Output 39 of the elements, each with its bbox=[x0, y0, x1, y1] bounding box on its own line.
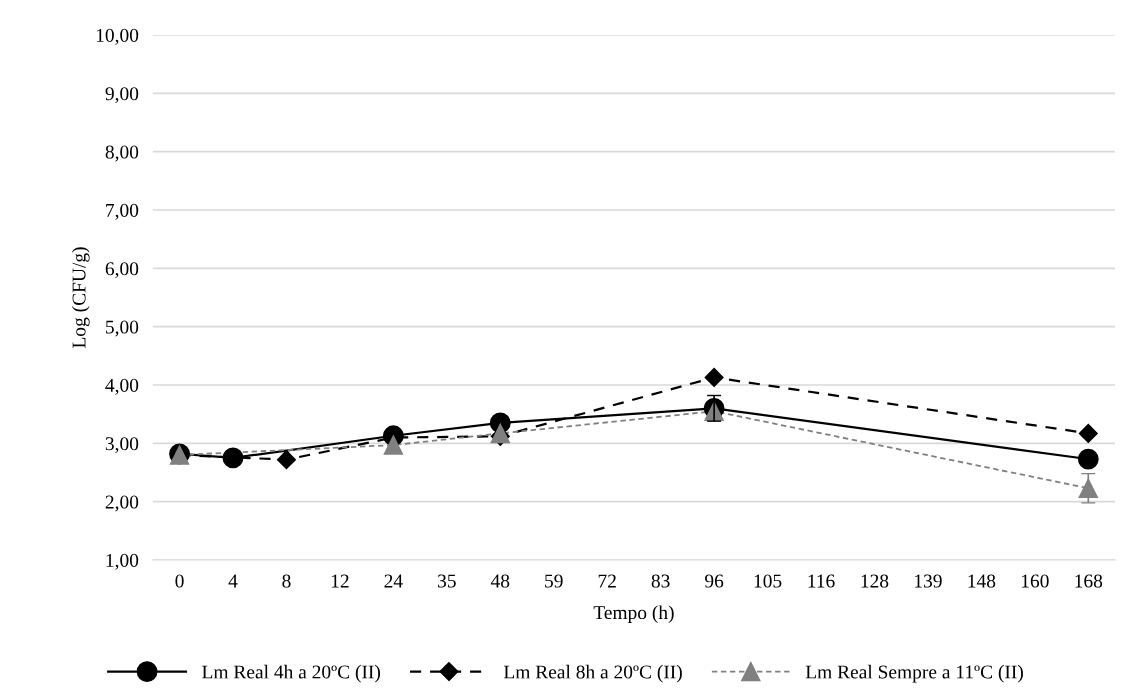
x-tick-label: 83 bbox=[651, 574, 670, 588]
x-tick-label: 139 bbox=[915, 574, 942, 588]
legend-label: Lm Real 4h a 20ºC (II) bbox=[202, 664, 381, 683]
y-tick-label: 4,00 bbox=[105, 378, 139, 395]
y-tick-label: 3,00 bbox=[105, 437, 139, 454]
x-tick-label: 8 bbox=[282, 574, 291, 588]
y-tick-label: 7,00 bbox=[106, 203, 139, 220]
x-tick-label: 105 bbox=[754, 574, 782, 588]
x-tick-label: 35 bbox=[438, 574, 456, 588]
x-tick-label: 12 bbox=[331, 574, 349, 588]
x-tick-label: 4 bbox=[228, 574, 238, 588]
y-tick-label: 6,00 bbox=[105, 262, 139, 279]
legend-label: Lm Real Sempre a 11ºC (II) bbox=[805, 664, 1023, 683]
x-tick-label: 59 bbox=[545, 574, 563, 588]
x-tick-label: 24 bbox=[384, 574, 403, 588]
x-tick-label: 160 bbox=[1021, 574, 1049, 588]
point bbox=[1077, 448, 1099, 470]
y-tick-label: 10,00 bbox=[96, 28, 139, 45]
x-axis-title: Tempo (h) bbox=[593, 605, 674, 624]
legend-label: Lm Real 8h a 20ºC (II) bbox=[503, 664, 682, 683]
y-tick-label: 1,00 bbox=[106, 553, 139, 570]
x-tick-label: 168 bbox=[1075, 574, 1103, 588]
y-tick-label: 8,00 bbox=[105, 145, 139, 162]
x-tick-label: 128 bbox=[861, 574, 889, 588]
point bbox=[1078, 423, 1098, 443]
x-tick-label: 0 bbox=[175, 574, 184, 588]
point bbox=[383, 435, 404, 455]
x-tick-label: 116 bbox=[808, 574, 835, 588]
x-tick-label: 148 bbox=[968, 574, 996, 588]
x-tick-label: 96 bbox=[705, 574, 724, 588]
point bbox=[222, 447, 244, 469]
y-axis-title: Log (CFU/g) bbox=[71, 247, 90, 348]
point bbox=[704, 367, 724, 387]
y-tick-label: 2,00 bbox=[105, 495, 139, 512]
y-tick-label: 9,00 bbox=[105, 87, 139, 104]
x-tick-label: 72 bbox=[598, 574, 616, 588]
x-tick-label: 48 bbox=[490, 574, 510, 588]
y-tick-label: 5,00 bbox=[106, 320, 139, 337]
point bbox=[276, 450, 296, 470]
